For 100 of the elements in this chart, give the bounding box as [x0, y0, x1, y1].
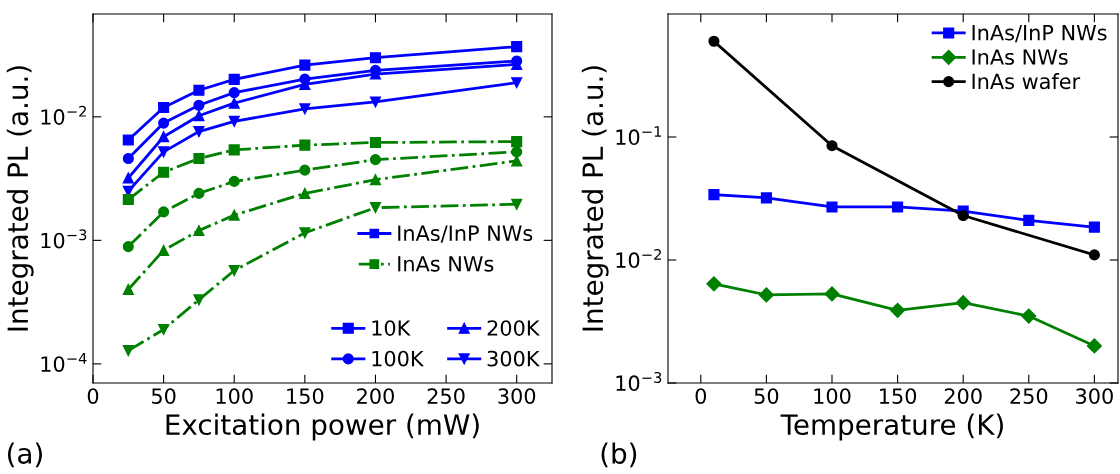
point — [706, 276, 722, 292]
x-tick-label: 200 — [357, 388, 394, 404]
point — [158, 206, 170, 218]
y-tick-label: 10$^{−2}$ — [41, 105, 86, 125]
y-tick-label: 10$^{−3}$ — [41, 229, 87, 249]
text: (b) — [601, 442, 637, 468]
point — [299, 103, 311, 115]
point — [824, 286, 840, 302]
point — [369, 174, 382, 186]
point — [511, 77, 523, 89]
point — [758, 287, 774, 303]
point — [369, 154, 382, 166]
x-tick-label: 200 — [944, 388, 982, 404]
point — [193, 125, 205, 138]
point — [228, 97, 240, 109]
point — [122, 345, 134, 357]
x-axis-title: Temperature (K) — [780, 413, 1003, 441]
point — [299, 59, 311, 71]
point — [228, 115, 240, 127]
x-tick-label: 100 — [216, 388, 253, 404]
legend-label: 100K — [372, 350, 425, 367]
point — [193, 110, 205, 122]
point — [369, 202, 382, 214]
legend-label: 300K — [487, 350, 540, 367]
point — [122, 283, 134, 296]
point — [892, 201, 904, 213]
legend-label: 200K — [487, 320, 540, 336]
point — [228, 209, 240, 221]
legend-label: InAs/InP NWs — [972, 25, 1107, 43]
point — [511, 41, 523, 53]
point — [299, 187, 311, 199]
point — [708, 189, 720, 201]
x-tick-label: 300 — [498, 388, 536, 404]
point — [299, 164, 311, 176]
point — [1088, 221, 1100, 233]
point — [1023, 214, 1035, 226]
point — [299, 139, 311, 151]
point — [158, 101, 170, 114]
point — [369, 96, 382, 108]
legend-label: InAs wafer — [972, 73, 1081, 90]
x-tick-label: 150 — [880, 388, 917, 404]
point — [511, 136, 523, 148]
point — [158, 117, 170, 129]
point — [158, 146, 170, 158]
text: (a) — [7, 442, 42, 468]
point — [158, 131, 170, 143]
point — [122, 193, 134, 206]
point — [708, 35, 720, 47]
y-tick-label: 10$^{−1}$ — [616, 126, 662, 146]
x-tick-label: 100 — [814, 388, 851, 404]
point — [158, 244, 170, 256]
point — [122, 134, 134, 146]
y-axis-title: Integrated PL (a.u.) — [6, 66, 34, 331]
point — [193, 225, 205, 237]
point — [299, 227, 311, 239]
point — [826, 201, 838, 213]
x-tick-label: 150 — [287, 388, 324, 404]
x-axis-title: Excitation power (mW) — [166, 413, 479, 441]
point — [228, 87, 240, 99]
point — [1086, 338, 1102, 354]
point — [369, 136, 382, 149]
y-tick-label: 10$^{−4}$ — [41, 353, 87, 372]
point — [122, 172, 134, 184]
point — [228, 175, 240, 187]
point — [193, 187, 205, 199]
point — [890, 302, 906, 318]
x-tick-label: 0 — [695, 388, 707, 404]
point — [193, 84, 205, 96]
x-tick-label: 300 — [1076, 388, 1113, 404]
x-tick-label: 0 — [87, 388, 99, 404]
x-tick-label: 250 — [1010, 388, 1048, 404]
point — [193, 99, 205, 111]
point — [511, 198, 523, 210]
point — [193, 152, 205, 165]
point — [826, 140, 838, 152]
point — [158, 323, 170, 335]
y-axis-title: Integrated PL (a.u.) — [581, 66, 609, 331]
point — [122, 241, 134, 253]
x-tick-label: 250 — [427, 388, 465, 404]
annotation: InAs/InP NWs — [398, 225, 533, 243]
point — [511, 146, 523, 158]
legend-label: InAs NWs — [972, 49, 1068, 65]
point — [955, 295, 971, 311]
point — [228, 73, 240, 85]
point — [158, 166, 170, 178]
point — [957, 209, 969, 222]
point — [228, 144, 240, 156]
point — [1021, 308, 1037, 324]
point — [760, 192, 772, 204]
point — [122, 152, 134, 165]
legend-label: 10K — [372, 320, 411, 336]
point — [1088, 249, 1100, 261]
point — [369, 52, 382, 64]
y-tick-label: 10$^{−2}$ — [616, 248, 661, 269]
x-tick-label: 50 — [754, 388, 779, 404]
y-tick-label: 10$^{−3}$ — [616, 371, 662, 392]
x-tick-label: 50 — [151, 388, 176, 404]
point — [228, 264, 240, 277]
annotation: InAs NWs — [398, 256, 494, 272]
point — [193, 294, 205, 306]
